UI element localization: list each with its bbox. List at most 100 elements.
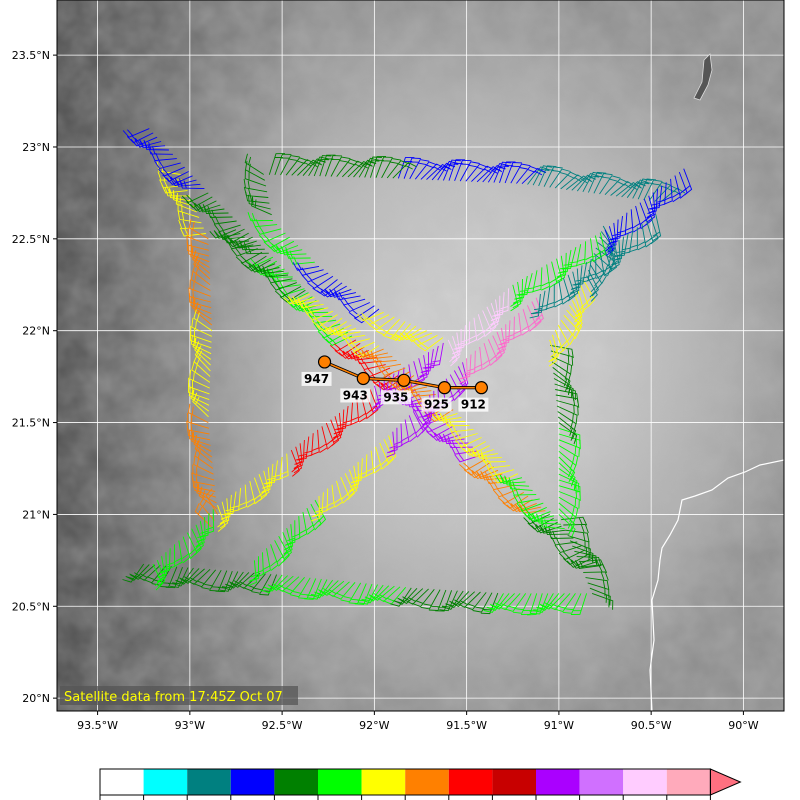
- wind-barb: [274, 576, 300, 592]
- wind-barb: [229, 572, 255, 588]
- wind-barb: [587, 171, 607, 193]
- wind-barb: [447, 438, 473, 449]
- wind-barb: [244, 259, 271, 272]
- wind-barb: [637, 223, 647, 251]
- wind-barb: [182, 536, 191, 564]
- pressure-label: 947: [304, 372, 329, 386]
- wind-barb: [297, 436, 310, 461]
- wind-barb: [490, 295, 501, 322]
- wind-barb: [188, 293, 212, 309]
- wind-barb: [290, 577, 311, 598]
- satellite-cloud-texture: [57, 0, 784, 711]
- wind-barb: [178, 219, 204, 229]
- flight-leg-east-leg: [548, 225, 616, 610]
- wind-barb: [235, 251, 263, 264]
- colorbar-swatch: [579, 769, 624, 795]
- wind-barb: [530, 593, 549, 615]
- wind-barb: [194, 341, 211, 366]
- wind-barb: [512, 312, 522, 339]
- wind-barb: [177, 210, 202, 224]
- wind-barb: [196, 516, 206, 543]
- colorbar-swatch: [361, 769, 406, 795]
- wind-barb: [543, 166, 563, 187]
- wind-barb: [647, 188, 658, 214]
- wind-barb: [599, 175, 621, 195]
- wind-barb: [683, 168, 693, 196]
- wind-barb: [400, 330, 427, 341]
- wind-barb: [349, 461, 359, 488]
- wind-barb: [161, 184, 188, 194]
- wind-barb: [319, 426, 328, 453]
- wind-barb: [516, 502, 544, 512]
- wind-barb: [270, 282, 297, 291]
- wind-barb: [306, 507, 315, 535]
- wind-barb: [392, 162, 417, 179]
- wind-barb: [510, 163, 531, 184]
- wind-barb: [192, 478, 216, 492]
- wind-barb: [404, 588, 429, 605]
- wind-barb: [188, 218, 209, 240]
- wind-barb: [294, 439, 305, 465]
- pressure-label: 943: [343, 388, 368, 402]
- wind-barb: [186, 196, 213, 209]
- wind-barb: [628, 227, 638, 253]
- wind-barb: [473, 346, 483, 373]
- wind-barb: [654, 184, 679, 202]
- wind-barb: [490, 302, 499, 330]
- wind-barb: [585, 577, 610, 590]
- wind-barb: [369, 585, 395, 601]
- wind-barb: [158, 166, 185, 177]
- wind-barb: [297, 159, 322, 176]
- colorbar-extend-arrow: [709, 768, 742, 796]
- wind-barb: [558, 508, 576, 533]
- coastline: [649, 53, 784, 711]
- wind-barb: [403, 157, 421, 179]
- wind-barb: [610, 181, 636, 196]
- wind-barb: [460, 354, 472, 380]
- wind-barb: [537, 287, 551, 312]
- wind-barb: [521, 308, 530, 336]
- wind-barb: [536, 593, 560, 611]
- wind-barb: [551, 536, 578, 546]
- wind-barb: [365, 450, 375, 477]
- wind-barb: [558, 549, 586, 560]
- wind-barb: [496, 331, 505, 359]
- wind-barb: [369, 316, 395, 331]
- wind-barb: [611, 242, 620, 270]
- wind-barb: [154, 160, 181, 170]
- wind-barb: [350, 399, 360, 426]
- wind-barb: [527, 518, 554, 530]
- wind-barb: [615, 233, 629, 257]
- wind-barb: [468, 317, 478, 344]
- wind-barb: [381, 157, 401, 179]
- island-shape: [693, 53, 713, 101]
- wind-barb: [553, 372, 572, 395]
- wind-barb: [190, 270, 211, 291]
- wind-barb: [130, 136, 158, 147]
- wind-barb: [552, 367, 571, 390]
- wind-barb: [338, 330, 366, 340]
- wind-barb: [516, 165, 539, 184]
- wind-barb: [383, 439, 394, 466]
- wind-barb: [298, 512, 308, 539]
- wind-barb: [310, 429, 320, 456]
- wind-barb: [582, 171, 603, 193]
- colorbar-swatch: [448, 769, 493, 795]
- wind-barb: [194, 440, 213, 464]
- wind-barb: [262, 463, 274, 489]
- wind-barb: [591, 592, 614, 610]
- wind-barb: [493, 161, 512, 183]
- wind-barb: [420, 589, 441, 610]
- plot-area: 947 943 935 925 912: [57, 0, 784, 711]
- wind-barb: [231, 248, 258, 257]
- wind-barb: [595, 252, 605, 279]
- wind-barb: [204, 509, 214, 535]
- wind-barb: [348, 469, 358, 497]
- lon-tick-label: 90.5°W: [631, 719, 672, 732]
- wind-barb: [458, 358, 468, 384]
- wind-barb: [186, 426, 211, 441]
- wind-barb: [363, 367, 391, 378]
- wind-barb: [565, 529, 590, 543]
- wind-barb: [551, 355, 573, 375]
- center-fix-marker: [437, 381, 452, 395]
